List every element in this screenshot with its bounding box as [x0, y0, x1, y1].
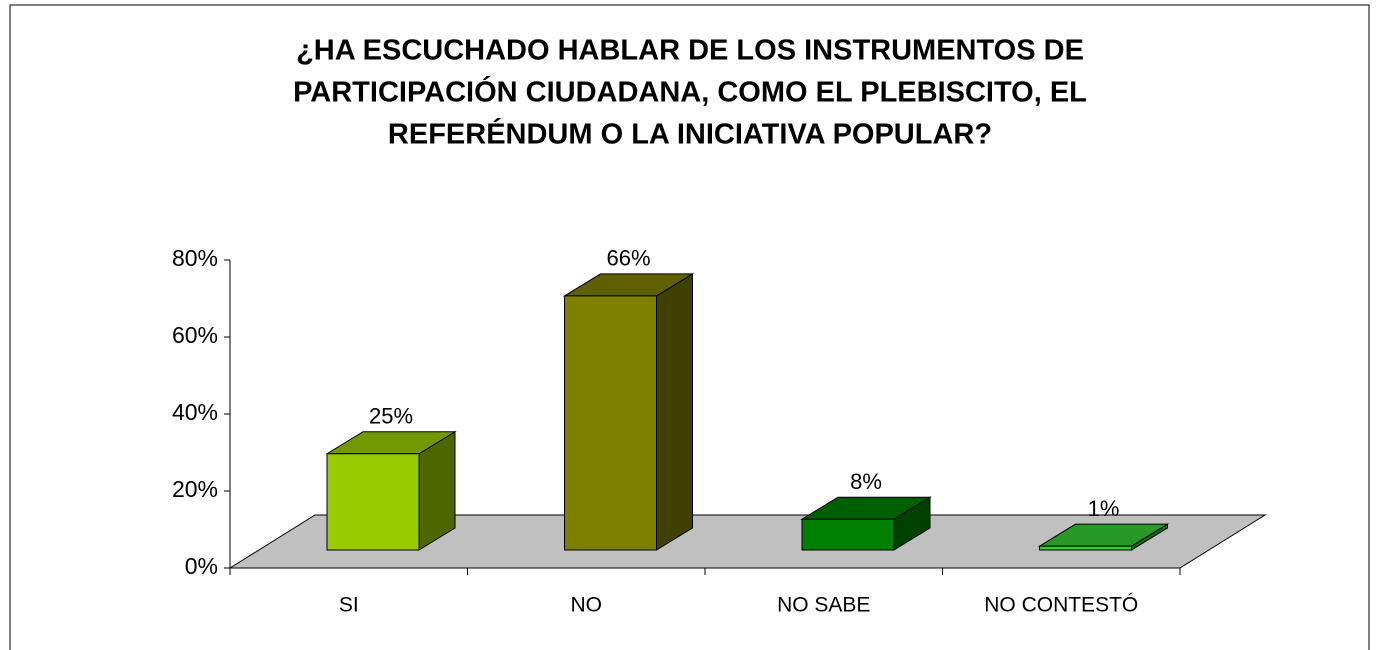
x-tick-label: SI — [339, 594, 359, 617]
chart-title-line: ¿HA ESCUCHADO HABLAR DE LOS INSTRUMENTOS… — [296, 35, 1084, 67]
chart-title-line: PARTICIPACIÓN CIUDADANA, COMO EL PLEBISC… — [293, 75, 1087, 109]
bar — [801, 518, 895, 551]
y-tick-label: 80% — [172, 245, 218, 271]
bar — [1039, 545, 1132, 551]
y-tick-label: 0% — [185, 553, 218, 579]
value-label: 8% — [850, 469, 882, 494]
y-tick-label: 40% — [172, 399, 218, 425]
bar — [326, 453, 420, 551]
x-tick-label: NO SABE — [777, 594, 870, 617]
bar — [564, 295, 657, 551]
bar-side — [656, 273, 693, 551]
value-label: 66% — [606, 246, 650, 271]
value-label: 1% — [1088, 496, 1120, 521]
value-label: 25% — [369, 404, 413, 429]
y-tick-label: 60% — [172, 322, 218, 348]
x-tick-label: NO — [571, 594, 603, 617]
chart-title-line: REFERÉNDUM O LA INICIATIVA POPULAR? — [388, 117, 992, 151]
x-tick-label: NO CONTESTÓ — [984, 594, 1138, 617]
y-tick-label: 20% — [172, 476, 218, 502]
frame — [9, 4, 1370, 650]
